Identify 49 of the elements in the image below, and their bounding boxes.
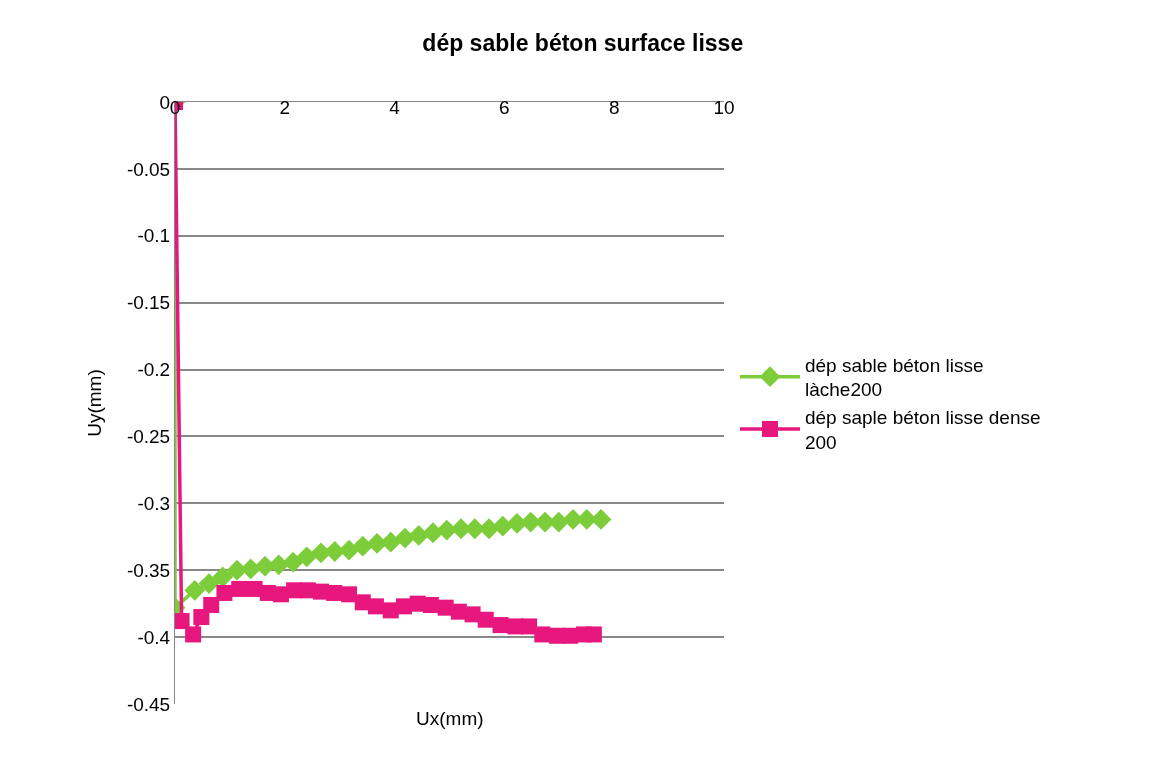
x-tick-label: 6 bbox=[499, 97, 510, 119]
point bbox=[268, 554, 290, 576]
point bbox=[422, 522, 444, 544]
point bbox=[231, 580, 248, 597]
point bbox=[408, 525, 430, 546]
point bbox=[326, 584, 343, 601]
point bbox=[341, 586, 358, 603]
point bbox=[198, 573, 220, 594]
x-tick-label: 4 bbox=[389, 97, 401, 119]
x-tick-label: 10 bbox=[713, 97, 735, 119]
point bbox=[492, 515, 514, 537]
y-tick-label: -0.25 bbox=[126, 426, 171, 448]
y-tick-label: -0.35 bbox=[126, 559, 171, 581]
point bbox=[296, 546, 318, 568]
y-axis-title: Uy(mm) bbox=[83, 369, 105, 437]
y-tick-label: -0.3 bbox=[137, 492, 171, 514]
point bbox=[422, 597, 439, 613]
point bbox=[185, 626, 202, 643]
point bbox=[216, 584, 233, 601]
point bbox=[534, 626, 551, 643]
y-tick-label: -0.05 bbox=[126, 158, 171, 180]
point bbox=[175, 613, 190, 630]
y-tick-label: -0.2 bbox=[137, 359, 171, 381]
y-tick-label: -0.4 bbox=[137, 626, 171, 648]
y-tick-label: -0.15 bbox=[126, 292, 171, 314]
point bbox=[193, 609, 210, 626]
x-tick-label: 2 bbox=[279, 97, 291, 119]
point bbox=[352, 535, 374, 557]
point bbox=[338, 539, 360, 561]
chart-title: dép sable béton surface lisse bbox=[422, 29, 744, 56]
point bbox=[478, 518, 500, 540]
point bbox=[380, 531, 402, 553]
point bbox=[203, 597, 220, 613]
point bbox=[585, 626, 602, 643]
x-axis-title: Ux(mm) bbox=[416, 708, 484, 729]
point bbox=[240, 558, 262, 580]
point bbox=[367, 598, 384, 615]
legend-label: dép saple béton lisse dense 200 bbox=[804, 407, 1041, 453]
y-tick-label: -0.1 bbox=[137, 225, 171, 247]
point bbox=[394, 527, 416, 549]
point bbox=[521, 618, 538, 635]
point bbox=[184, 579, 206, 601]
point bbox=[212, 566, 234, 588]
point bbox=[282, 551, 304, 573]
point bbox=[590, 508, 612, 530]
point bbox=[548, 511, 570, 533]
x-tick-label: 8 bbox=[608, 97, 620, 119]
point bbox=[477, 611, 494, 628]
y-tick-label: -0.45 bbox=[126, 693, 171, 715]
